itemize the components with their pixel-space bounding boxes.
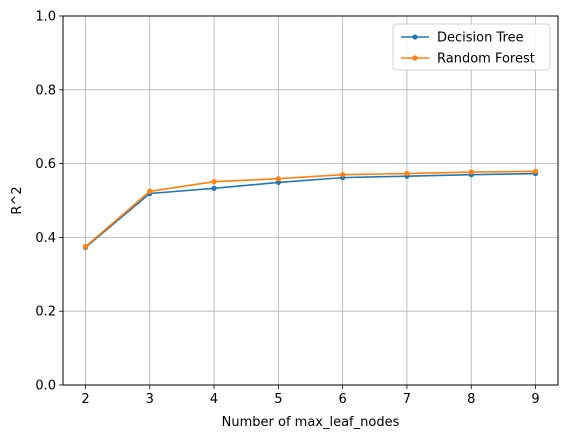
legend-box <box>392 23 551 71</box>
legend: Decision Tree Random Forest <box>392 23 551 71</box>
y-tick-label: 0.6 <box>35 157 56 172</box>
data-point-random-forest <box>340 172 346 178</box>
legend-marker-random-forest <box>412 55 418 61</box>
x-tick-label: 4 <box>210 392 218 407</box>
x-tick-label: 8 <box>467 392 475 407</box>
x-tick-label: 7 <box>403 392 411 407</box>
data-point-random-forest <box>404 170 410 177</box>
series-line-random-forest <box>84 170 536 248</box>
y-axis-label: R^2 <box>10 186 25 214</box>
x-tick-label: 6 <box>339 392 347 407</box>
data-point-random-forest <box>211 179 217 185</box>
series-line-decision-tree <box>84 172 536 248</box>
y-tick-label: 0.8 <box>35 83 56 98</box>
x-tick-label: 2 <box>81 392 89 407</box>
data-point-random-forest <box>532 168 539 174</box>
data-point-random-forest <box>275 176 281 182</box>
plot-area-frame <box>62 15 559 386</box>
data-point-random-forest <box>468 169 474 175</box>
series-random-forest <box>82 168 539 250</box>
x-axis-ticks: 2 3 4 5 6 7 8 9 <box>81 385 540 407</box>
y-tick-label: 0.2 <box>35 305 56 320</box>
series-layer <box>82 168 539 250</box>
x-tick-label: 9 <box>531 392 539 407</box>
x-tick-label: 5 <box>274 392 282 407</box>
legend-marker-decision-tree <box>412 34 418 40</box>
y-tick-label: 0.0 <box>35 379 56 394</box>
legend-label-decision-tree: Decision Tree <box>437 31 524 46</box>
data-point-random-forest <box>82 244 89 250</box>
data-point-random-forest <box>147 188 153 194</box>
x-tick-label: 3 <box>146 392 154 407</box>
x-axis-label: Number of max_leaf_nodes <box>222 415 400 430</box>
y-axis-ticks: 0.0 0.2 0.4 0.6 0.8 1.0 <box>35 10 63 394</box>
legend-label-random-forest: Random Forest <box>437 52 535 67</box>
y-tick-label: 1.0 <box>35 10 56 25</box>
data-point-decision-tree <box>211 185 217 191</box>
data-point-decision-tree <box>275 179 281 186</box>
y-tick-label: 0.4 <box>35 231 56 246</box>
